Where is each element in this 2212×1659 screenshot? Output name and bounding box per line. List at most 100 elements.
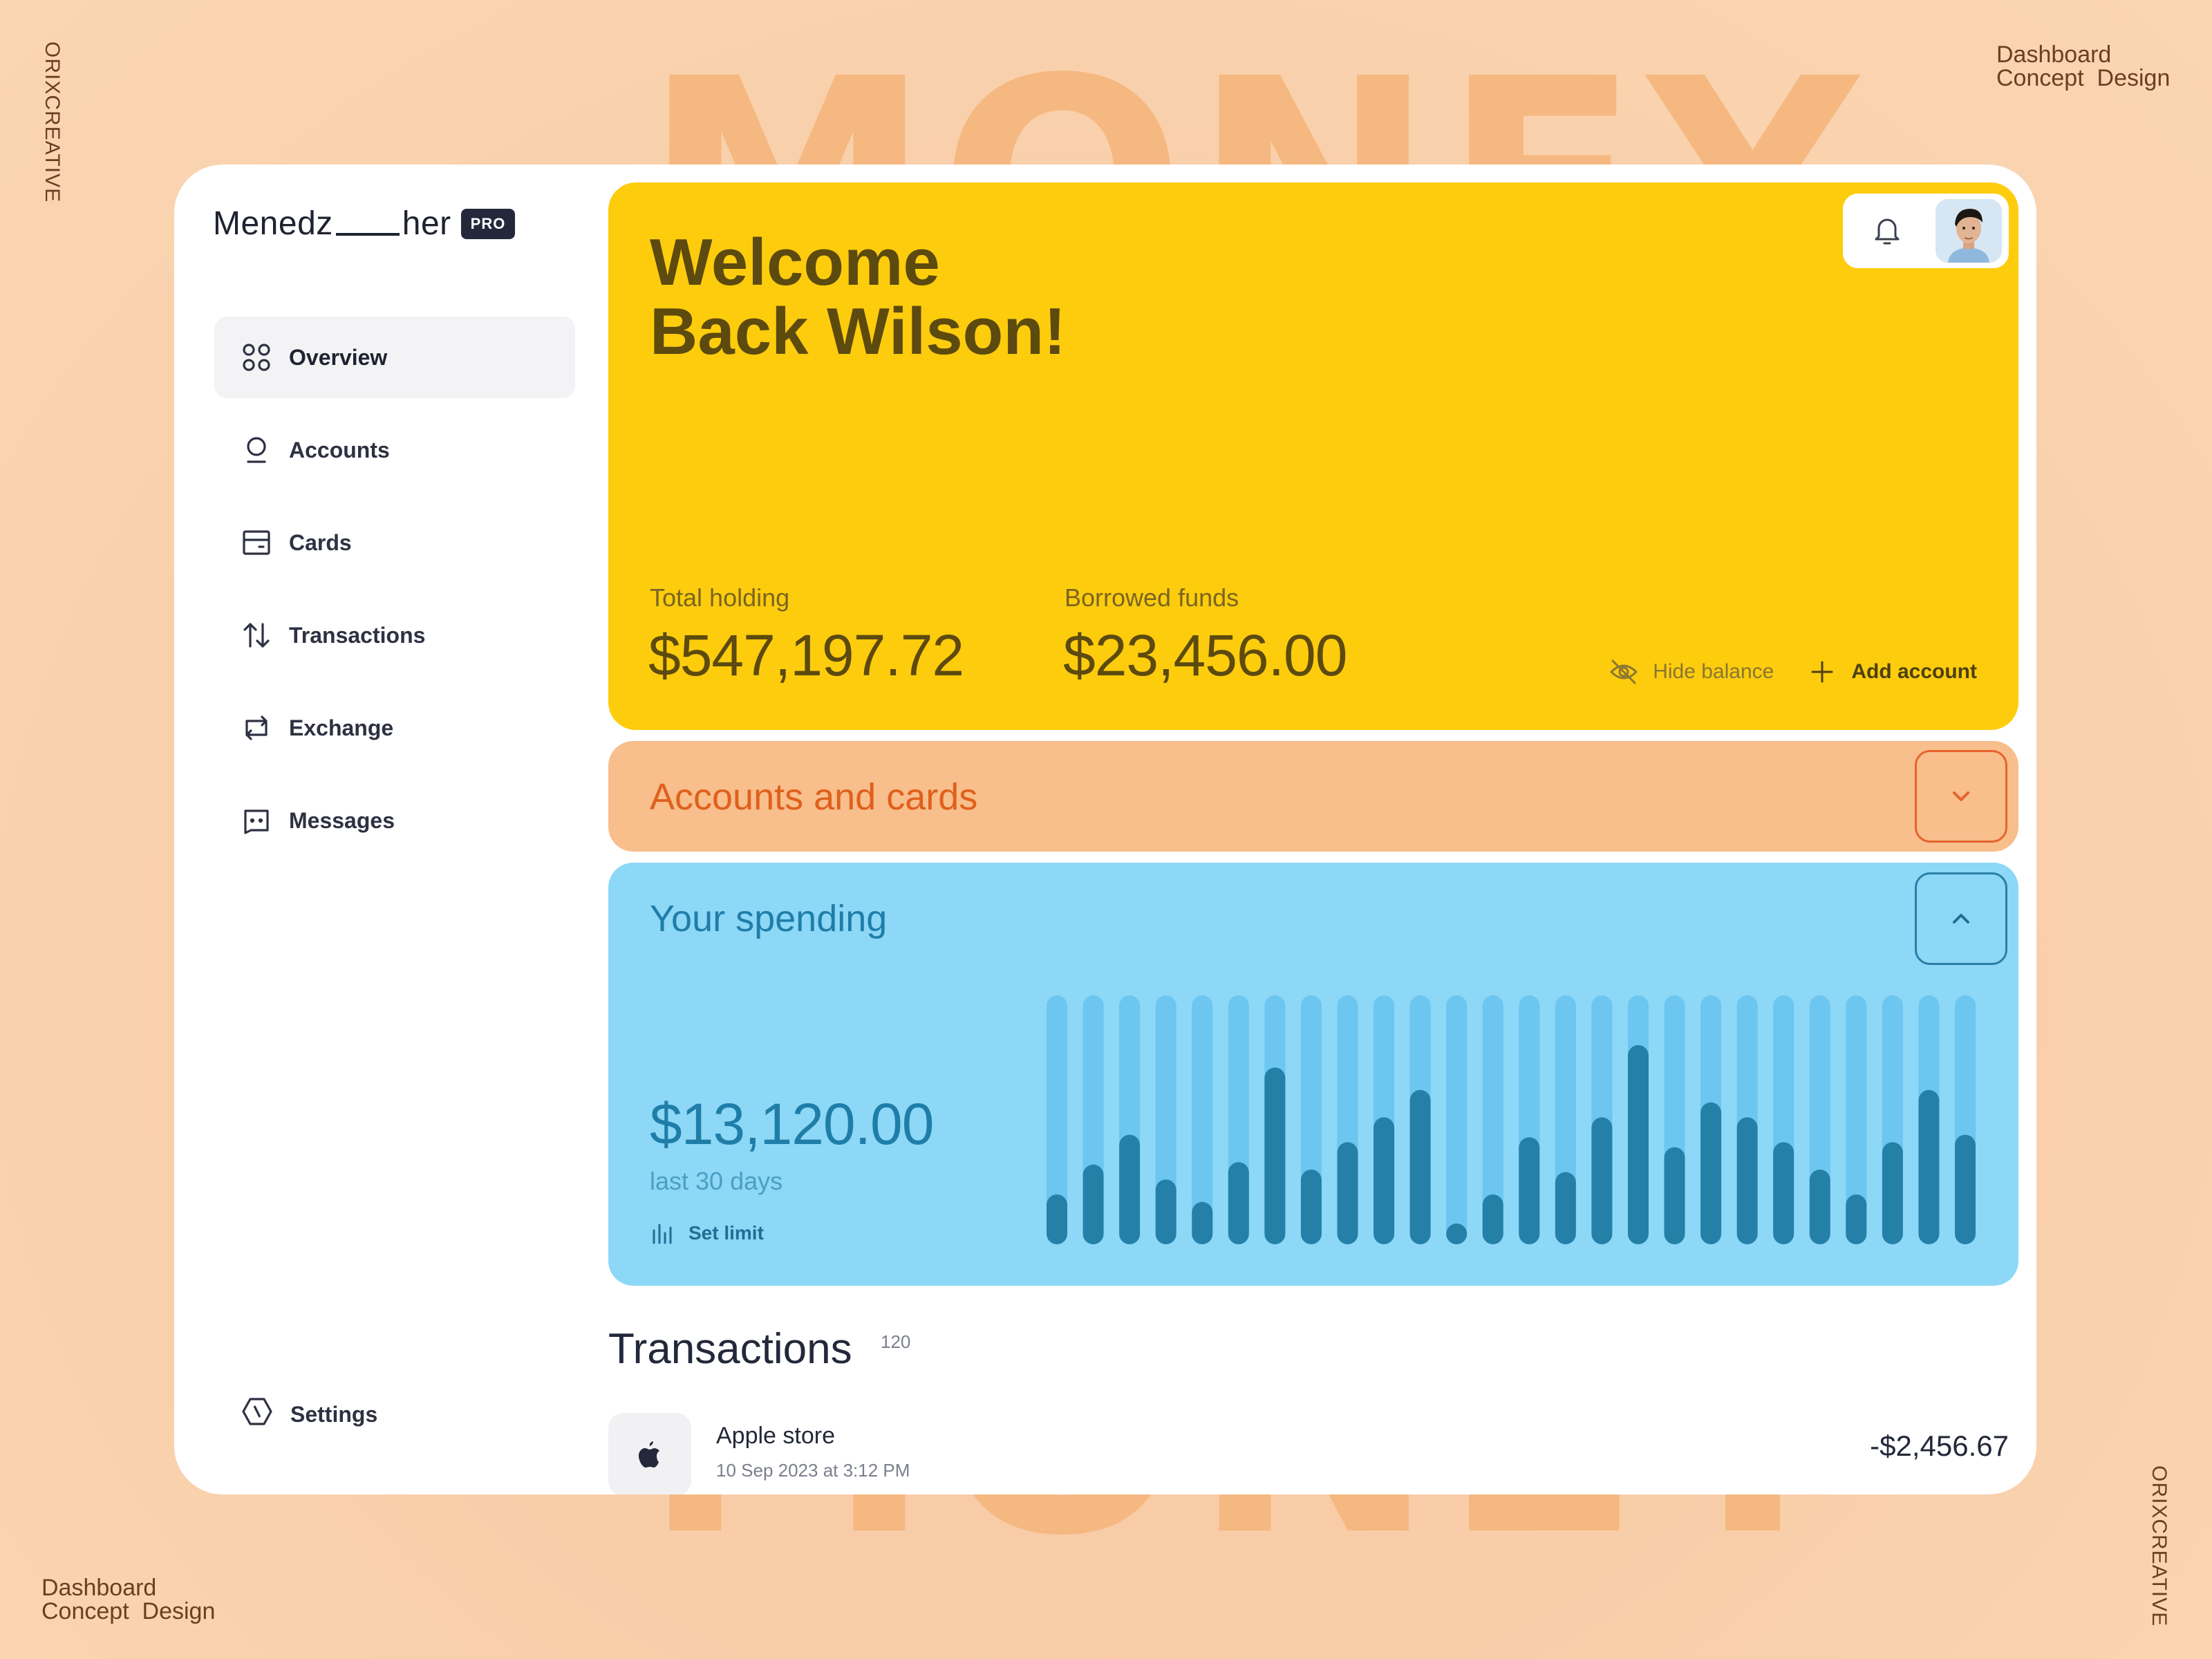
concept-caption-top: Dashboard Concept Design	[1996, 43, 2170, 90]
brand-vertical-right: ORIXCREATIVE	[2148, 1465, 2171, 1627]
app-logo[interactable]: Menedz her PRO	[213, 205, 516, 243]
plus-icon	[1811, 661, 1833, 683]
concept-line-1: Dashboard	[1996, 41, 2112, 68]
sidebar-item-label: Transactions	[289, 622, 426, 648]
borrowed-funds-label: Borrowed funds	[1065, 583, 1239, 612]
spending-bar[interactable]	[1264, 1067, 1286, 1244]
add-account-button[interactable]: Add account	[1807, 657, 1977, 687]
spending-bar-track	[1446, 995, 1468, 1244]
spending-bar[interactable]	[1047, 1194, 1067, 1244]
sidebar-item-exchange[interactable]: Exchange	[214, 687, 575, 769]
expand-accounts-button[interactable]	[1915, 750, 2007, 843]
sidebar-item-transactions[interactable]: Transactions	[214, 594, 575, 676]
spending-bar[interactable]	[1155, 1179, 1177, 1244]
spending-bar[interactable]	[1846, 1194, 1867, 1244]
sidebar-item-label: Messages	[289, 807, 395, 833]
accounts-cards-panel[interactable]: Accounts and cards	[608, 741, 2018, 852]
spending-bar[interactable]	[1374, 1117, 1395, 1244]
spending-bar[interactable]	[1228, 1162, 1249, 1244]
spending-bar[interactable]	[1700, 1102, 1722, 1244]
accounts-cards-title: Accounts and cards	[650, 776, 978, 818]
spending-bar[interactable]	[1918, 1089, 1940, 1244]
borrowed-funds-value: $23,456.00	[1063, 623, 1347, 688]
sidebar-item-cards[interactable]: Cards	[214, 502, 575, 583]
avatar[interactable]	[1936, 199, 2002, 263]
table-row[interactable]: Apple store 10 Sep 2023 at 3:12 PM -$2,4…	[608, 1413, 2018, 1494]
welcome-panel: Welcome Back Wilson! Total hol	[608, 182, 2018, 730]
welcome-line-1: Welcome	[650, 225, 940, 299]
settings-icon	[241, 1395, 290, 1434]
spending-bar[interactable]	[1955, 1134, 1976, 1244]
sidebar-item-overview[interactable]: Overview	[214, 317, 575, 398]
apple-icon	[608, 1413, 691, 1494]
spending-bar[interactable]	[1119, 1134, 1141, 1244]
hide-balance-label: Hide balance	[1653, 660, 1774, 683]
spending-bar[interactable]	[1736, 1117, 1758, 1244]
spending-bar[interactable]	[1446, 1224, 1468, 1244]
total-holding-value: $547,197.72	[648, 623, 964, 688]
spending-bar[interactable]	[1082, 1164, 1104, 1244]
transactions-title: Transactions	[608, 1325, 852, 1373]
concept-caption-bottom: Dashboard Concept Design	[41, 1576, 215, 1623]
transaction-amount: -$2,456.67	[1870, 1430, 2009, 1462]
add-account-label: Add account	[1851, 660, 1977, 683]
hide-balance-button[interactable]: Hide balance	[1609, 657, 1774, 687]
spending-amount: $13,120.00	[650, 1091, 934, 1156]
spending-bar[interactable]	[1664, 1147, 1685, 1244]
logo-underline	[335, 232, 400, 236]
sidebar-item-messages[interactable]: Messages	[214, 780, 575, 861]
sidebar-item-label: Overview	[289, 344, 388, 370]
chevron-up-icon	[1953, 914, 1969, 924]
spending-bar[interactable]	[1627, 1045, 1649, 1244]
spending-bar[interactable]	[1555, 1172, 1576, 1244]
spending-bar[interactable]	[1300, 1170, 1322, 1244]
card-icon	[241, 527, 272, 559]
spending-bar-chart	[1047, 995, 1976, 1244]
spending-title: Your spending	[650, 898, 888, 939]
bell-icon[interactable]	[1866, 210, 1908, 252]
sidebar-item-settings[interactable]: Settings	[241, 1395, 377, 1434]
spending-bar[interactable]	[1773, 1142, 1794, 1244]
spending-bar-track	[1846, 995, 1867, 1244]
transaction-name: Apple store	[716, 1423, 835, 1449]
spending-bar-track	[1192, 995, 1213, 1244]
concept-line-2: Concept Design	[41, 1598, 216, 1624]
logo-text-left: Menedz	[213, 205, 333, 242]
total-holding-label: Total holding	[650, 583, 790, 612]
set-limit-button[interactable]: Set limit	[650, 1221, 764, 1246]
settings-label: Settings	[290, 1401, 378, 1427]
spending-bar[interactable]	[1482, 1194, 1503, 1244]
brand-vertical-left: ORIXCREATIVE	[41, 41, 64, 203]
pro-badge: PRO	[460, 208, 516, 239]
concept-line-1: Dashboard	[41, 1575, 157, 1601]
collapse-spending-button[interactable]	[1915, 872, 2007, 965]
eye-off-icon	[1610, 659, 1638, 684]
spending-bar[interactable]	[1591, 1117, 1613, 1244]
transaction-date: 10 Sep 2023 at 3:12 PM	[716, 1460, 910, 1481]
spending-bar[interactable]	[1809, 1170, 1830, 1244]
spending-bar[interactable]	[1192, 1201, 1213, 1244]
set-limit-label: Set limit	[688, 1222, 764, 1244]
spending-bar[interactable]	[1337, 1142, 1358, 1244]
spending-bar-track	[1482, 995, 1503, 1244]
sidebar-nav: Overview Accounts Cards Transactions Exc…	[214, 317, 575, 872]
spending-bar-track	[1047, 995, 1067, 1244]
welcome-line-2: Back Wilson!	[650, 294, 1066, 368]
dashboard-window: Menedz her PRO Overview Accounts Cards	[174, 165, 2036, 1494]
spending-panel: Your spending $13,120.00 last 30 days Se…	[608, 863, 2018, 1286]
welcome-heading: Welcome Back Wilson!	[650, 228, 1066, 366]
sidebar-item-accounts[interactable]: Accounts	[214, 409, 575, 491]
balance-actions: Hide balance Add account	[1609, 657, 1977, 687]
exchange-icon	[241, 712, 272, 744]
user-icon	[241, 434, 272, 466]
spending-bar[interactable]	[1519, 1137, 1540, 1244]
logo-text-right: her	[402, 205, 451, 242]
spending-bar[interactable]	[1409, 1089, 1431, 1244]
message-icon	[241, 805, 272, 836]
arrows-updown-icon	[241, 619, 272, 651]
sidebar-item-label: Exchange	[289, 715, 394, 740]
transactions-count: 120	[881, 1331, 911, 1352]
spending-bar[interactable]	[1882, 1142, 1903, 1244]
chevron-down-icon	[1953, 791, 1969, 801]
bar-chart-icon	[653, 1224, 672, 1244]
